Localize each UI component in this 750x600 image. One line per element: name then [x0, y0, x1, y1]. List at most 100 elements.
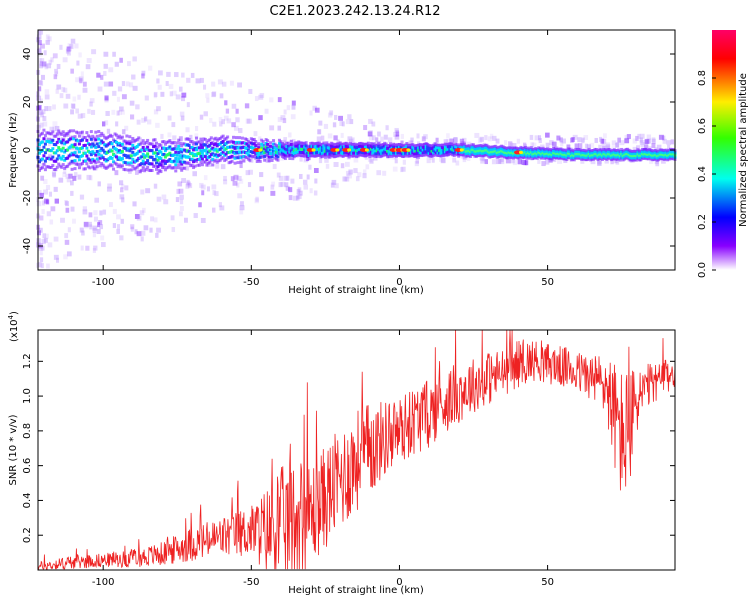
spectrogram-ridge-cell — [270, 158, 274, 162]
snr-series-line — [38, 329, 676, 570]
spectrogram-ridge-cell — [43, 142, 47, 146]
spectrogram-ridge-cell — [77, 134, 81, 138]
spectrogram-ridge-cell — [126, 140, 130, 144]
spectrogram-noise-cell — [79, 227, 84, 233]
spectrogram-noise-cell — [52, 126, 56, 132]
spectrogram-ridge-cell — [195, 136, 199, 140]
spectrogram-noise-cell — [40, 175, 45, 181]
spectrogram-ridge-cell — [377, 142, 381, 146]
spectrogram-noise-cell — [161, 194, 167, 200]
spectrogram-noise-cell — [217, 79, 223, 85]
spectrogram-noise-cell — [201, 190, 205, 196]
spectrogram-noise-cell — [120, 187, 124, 193]
spectrogram-ridge-cell — [159, 157, 163, 161]
spectrogram-noise-cell — [46, 63, 52, 69]
spectrogram-noise-cell — [211, 91, 217, 97]
spectrogram-ridge-cell — [92, 167, 96, 171]
spectrogram-noise-cell — [39, 61, 43, 67]
spectrogram-ridge-cell — [37, 134, 41, 138]
spectrogram-noise-cell — [70, 180, 74, 186]
spectrogram-ridge-cell — [187, 161, 191, 165]
spectrogram-ridge-cell — [255, 151, 259, 155]
spectrogram-noise-cell — [636, 145, 641, 151]
spectrogram-noise-cell — [292, 195, 298, 201]
spectrogram-ridge-cell — [174, 144, 178, 148]
spectrogram-ridge-cell — [172, 159, 176, 163]
spectrogram-ridge-cell — [42, 137, 46, 141]
spectrogram-noise-cell — [38, 63, 44, 69]
spectrogram-ridge-cell — [80, 146, 84, 150]
spectrogram-noise-cell — [67, 227, 71, 233]
spectrogram-ridge-cell — [126, 168, 130, 172]
spectrogram-ridge-cell — [159, 150, 163, 154]
spectrogram-ridge-cell — [172, 153, 176, 157]
spectrogram-noise-cell — [77, 94, 81, 100]
spectrogram-ridge-cell — [384, 142, 388, 146]
spectrogram-ridge-cell — [155, 167, 159, 171]
spectrogram-noise-cell — [43, 179, 48, 185]
spectrogram-ridge-cell — [85, 131, 89, 135]
spectrogram-noise-cell — [625, 137, 630, 143]
spectrogram-noise-cell — [512, 143, 517, 149]
spectrogram-noise-cell — [132, 85, 138, 91]
spectrogram-noise-cell — [116, 228, 120, 234]
spectrogram-ridge-cell — [123, 161, 127, 165]
spectrogram-peak-halo — [518, 150, 523, 154]
spectrogram-noise-cell — [380, 136, 384, 142]
spectrogram-ridge-cell — [69, 137, 73, 141]
spectrogram-noise-cell — [45, 184, 51, 190]
spectrogram-noise-cell — [284, 182, 289, 188]
spectrogram-noise-cell — [306, 174, 310, 180]
spectrogram-ridge-cell — [266, 150, 270, 154]
spectrogram-ridge-cell — [195, 142, 199, 146]
spectrogram-ridge-cell — [405, 142, 409, 146]
spectrogram-noise-cell — [65, 173, 70, 179]
spectrogram-ridge-cell — [221, 145, 225, 149]
spectrogram-noise-cell — [116, 214, 121, 220]
spectrogram-ridge-cell — [97, 152, 101, 156]
spectrogram-noise-cell — [517, 159, 523, 165]
spectrogram-noise-cell — [523, 160, 528, 166]
spectrogram-ridge-cell — [54, 168, 58, 172]
spectrogram-ridge-cell — [205, 152, 209, 156]
spectrogram-ridge-cell — [200, 151, 204, 155]
spectrogram-noise-cell — [42, 116, 46, 122]
spectrogram-noise-cell — [75, 108, 80, 114]
spectrogram-ridge-cell — [85, 146, 89, 150]
spectrogram-noise-cell — [52, 53, 58, 59]
spectrogram-noise-cell — [340, 163, 345, 169]
spectrogram-noise-cell — [43, 189, 48, 195]
spectrogram-ridge-cell — [221, 150, 225, 154]
spectrogram-ridge-cell — [101, 163, 105, 167]
spectrogram-noise-cell — [42, 233, 47, 239]
spectrogram-noise-cell — [189, 134, 193, 140]
spectrogram-noise-cell — [521, 157, 525, 163]
spectrogram-noise-cell — [71, 103, 76, 109]
spectrogram-noise-cell — [617, 137, 621, 143]
spectrogram-ridge-cell — [70, 135, 74, 139]
spectrogram-noise-cell — [185, 165, 189, 171]
spectrogram-noise-cell — [237, 82, 243, 88]
spectrogram-noise-cell — [219, 121, 223, 127]
spectrogram-noise-cell — [498, 158, 502, 164]
spectrogram-noise-cell — [119, 106, 124, 112]
spectrogram-noise-cell — [117, 110, 122, 116]
spectrogram-noise-cell — [45, 233, 49, 239]
spectrogram-noise-cell — [332, 122, 337, 128]
spectrogram-noise-cell — [503, 140, 508, 146]
spectrogram-noise-cell — [500, 159, 505, 165]
spectrogram-noise-cell — [102, 209, 107, 215]
spectrogram-noise-cell — [276, 172, 281, 178]
spectrogram-noise-cell — [41, 109, 46, 115]
spectrogram-noise-cell — [231, 103, 237, 109]
spectrogram-noise-cell — [155, 232, 159, 238]
spectrogram-ridge-cell — [197, 140, 201, 144]
colorbar-ticks: 0.0 0.2 0.4 0.6 0.8 — [697, 70, 716, 278]
spectrogram-noise-cell — [41, 62, 47, 68]
spectrogram-noise-cell — [212, 207, 216, 213]
spectrogram-noise-cell — [233, 174, 239, 180]
spectrogram-ridge-cell — [63, 150, 67, 154]
spectrogram-noise-cell — [39, 98, 43, 104]
spectrogram-noise-cell — [92, 164, 98, 170]
spectrogram-noise-cell — [507, 141, 513, 147]
